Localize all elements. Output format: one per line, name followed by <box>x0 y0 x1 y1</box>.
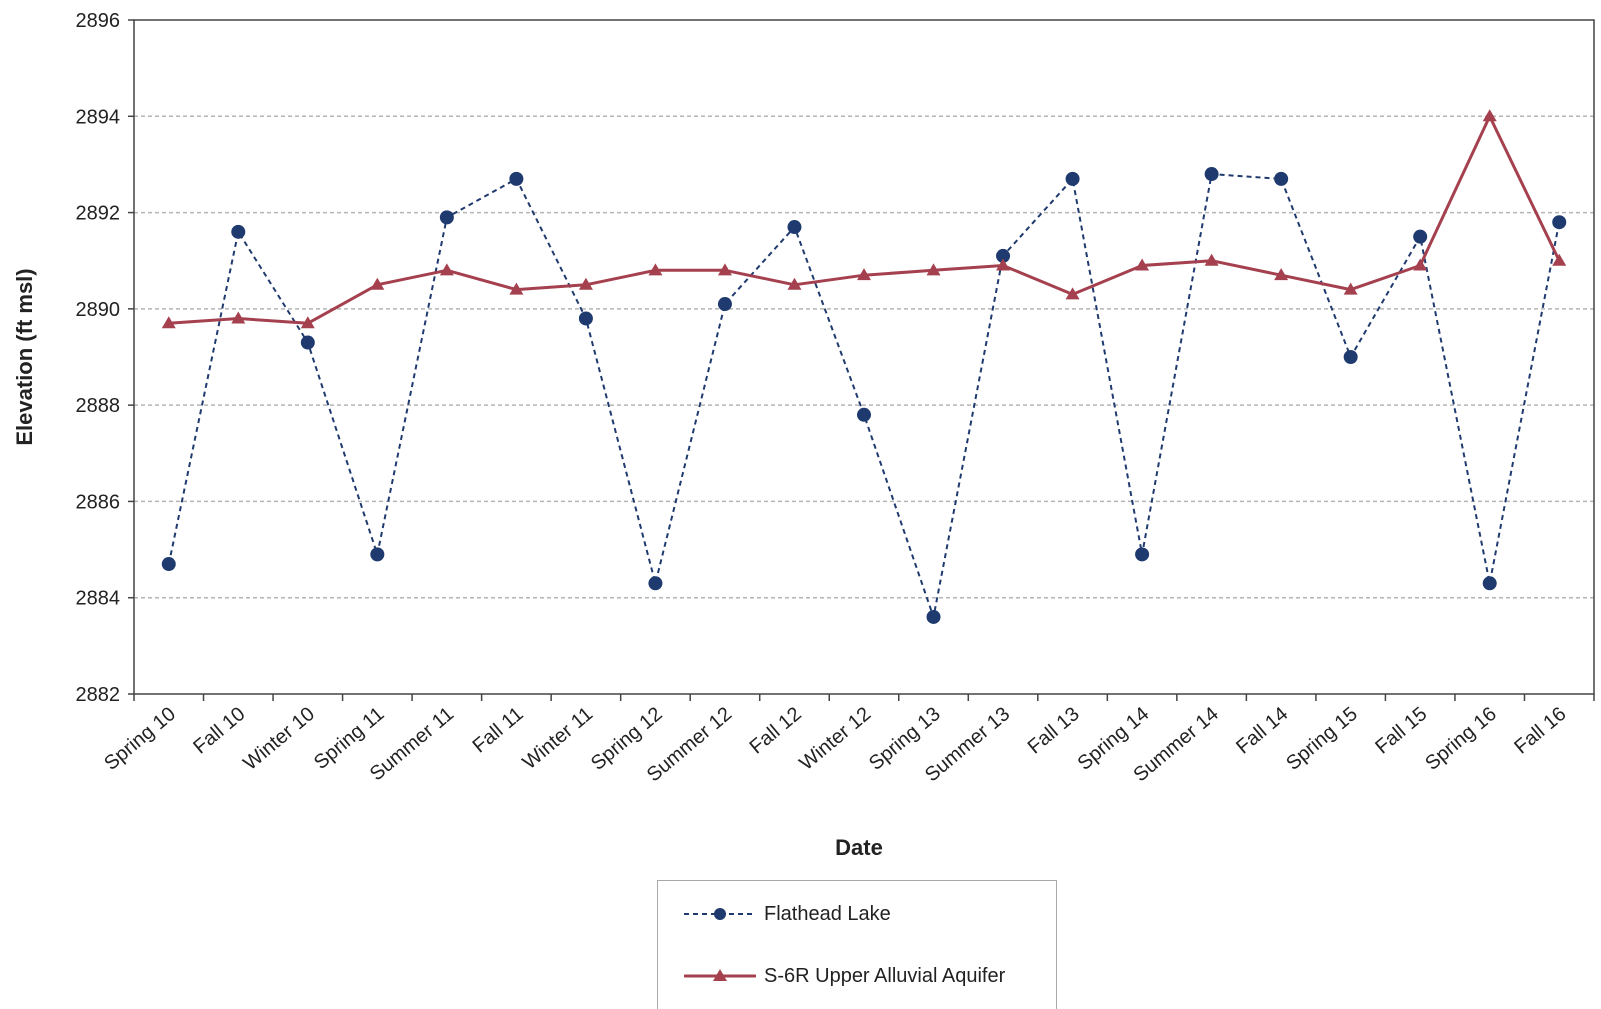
data-point-flathead-lake <box>857 407 871 422</box>
legend-label-flathead-lake: Flathead Lake <box>764 902 891 925</box>
x-tick-label: Winter 11 <box>519 703 598 774</box>
x-tick-label: Fall 13 <box>1024 703 1084 758</box>
data-point-flathead-lake <box>1135 547 1150 562</box>
data-point-s6r-aquifer <box>300 316 315 329</box>
data-point-s6r-aquifer <box>1343 282 1358 295</box>
data-point-flathead-lake <box>996 248 1011 263</box>
data-point-flathead-lake <box>509 171 524 186</box>
data-point-s6r-aquifer <box>996 258 1011 271</box>
series-group <box>161 109 1567 624</box>
x-tick-label: Fall 16 <box>1510 703 1570 758</box>
y-tick-label: 2886 <box>76 491 121 513</box>
x-tick-label: Winter 12 <box>796 703 876 775</box>
x-tick-label: Spring 16 <box>1421 703 1501 775</box>
data-point-s6r-aquifer <box>509 282 524 295</box>
data-point-s6r-aquifer <box>1135 258 1150 271</box>
y-tick-label: 2896 <box>76 10 121 32</box>
legend-swatch-flathead-lake <box>684 908 756 920</box>
data-point-s6r-aquifer <box>787 277 802 290</box>
y-tick-label: 2894 <box>76 106 121 128</box>
data-point-flathead-lake <box>370 547 385 562</box>
data-point-s6r-aquifer <box>857 268 871 281</box>
data-point-s6r-aquifer <box>648 263 663 276</box>
gridlines <box>134 115 1594 599</box>
data-point-s6r-aquifer <box>578 277 593 290</box>
x-tick-label: Fall 12 <box>746 703 806 758</box>
plot-area <box>133 19 1595 695</box>
x-tick-label: Winter 10 <box>239 703 319 775</box>
y-tick-label: 2890 <box>76 299 121 321</box>
data-point-s6r-aquifer <box>717 263 732 276</box>
data-point-flathead-lake <box>300 335 315 350</box>
data-point-s6r-aquifer <box>1482 109 1497 122</box>
data-point-flathead-lake <box>926 609 941 624</box>
legend: Flathead Lake S-6R Upper Alluvial Aquife… <box>657 880 1057 1009</box>
data-point-flathead-lake <box>717 297 732 312</box>
data-point-flathead-lake <box>787 220 802 235</box>
data-point-flathead-lake <box>1552 215 1567 230</box>
y-axis-ticks: 2882 2884 2886 2888 2890 2892 2894 2896 <box>76 10 134 706</box>
data-point-flathead-lake <box>1065 171 1080 186</box>
data-point-s6r-aquifer <box>1413 258 1428 271</box>
series-line-0 <box>167 173 1561 618</box>
x-tick-label: Spring 15 <box>1282 703 1362 775</box>
x-axis-title: Date <box>835 835 883 860</box>
y-tick-label: 2892 <box>76 203 121 225</box>
legend-item-s6r-aquifer: S-6R Upper Alluvial Aquifer <box>682 961 1005 991</box>
data-point-s6r-aquifer <box>1552 253 1567 266</box>
data-point-flathead-lake <box>161 557 176 572</box>
data-point-s6r-aquifer <box>1065 287 1080 300</box>
x-tick-label: Fall 11 <box>469 703 528 757</box>
data-point-flathead-lake <box>578 311 593 326</box>
x-tick-label: Fall 10 <box>189 703 249 758</box>
data-point-s6r-aquifer <box>439 263 454 276</box>
y-tick-label: 2882 <box>76 684 121 706</box>
y-tick-label: 2888 <box>76 395 121 417</box>
x-tick-label: Fall 14 <box>1232 703 1292 758</box>
legend-label-s6r-aquifer: S-6R Upper Alluvial Aquifer <box>764 964 1006 987</box>
y-axis-title: Elevation (ft msl) <box>12 268 37 445</box>
data-point-s6r-aquifer <box>1204 253 1219 266</box>
data-point-flathead-lake <box>1482 576 1497 591</box>
x-tick-label: Fall 15 <box>1371 703 1431 758</box>
y-tick-label: 2884 <box>76 588 121 610</box>
data-point-s6r-aquifer <box>161 316 176 329</box>
data-point-flathead-lake <box>1204 167 1219 182</box>
data-point-flathead-lake <box>1413 229 1428 244</box>
data-point-flathead-lake <box>1274 171 1289 186</box>
legend-swatch-s6r-aquifer <box>684 969 756 981</box>
data-point-s6r-aquifer <box>1274 268 1289 281</box>
data-point-flathead-lake <box>1343 350 1358 364</box>
data-point-flathead-lake <box>648 576 663 591</box>
data-point-s6r-aquifer <box>926 263 941 276</box>
data-point-s6r-aquifer <box>231 311 246 324</box>
data-point-s6r-aquifer <box>370 277 385 290</box>
legend-item-flathead-lake: Flathead Lake <box>682 899 891 929</box>
data-point-flathead-lake <box>231 224 246 239</box>
data-point-flathead-lake <box>439 210 454 225</box>
x-tick-label: Spring 10 <box>100 703 180 775</box>
